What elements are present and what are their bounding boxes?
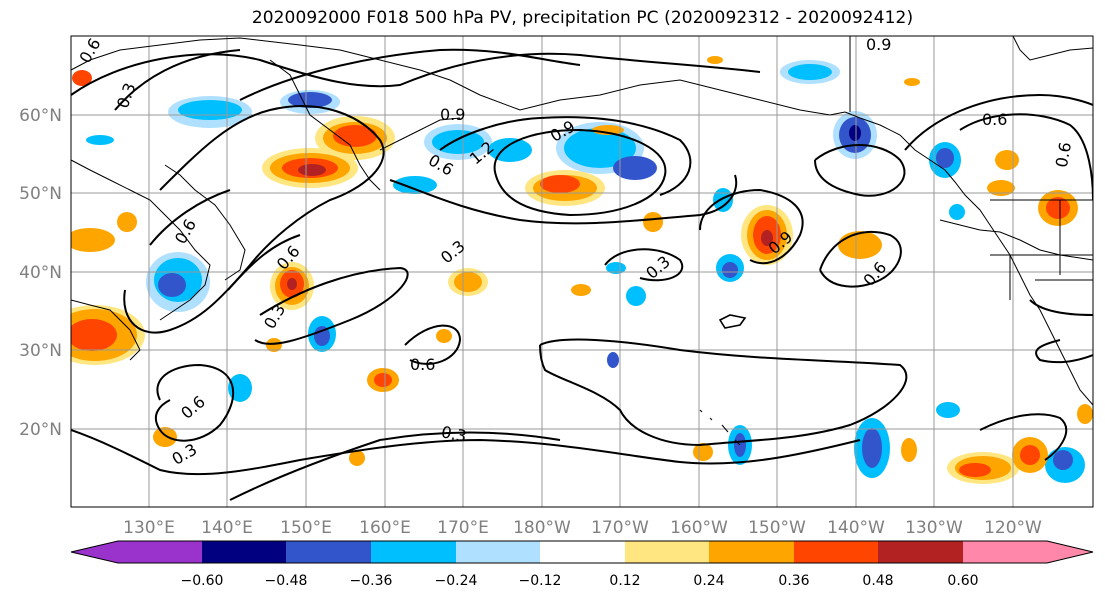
contour-label: 0.6 [982, 110, 1007, 129]
boundaries [849, 36, 1093, 300]
colorbar-segment [118, 541, 202, 563]
colorbar-extend-max [1047, 541, 1093, 563]
longitude-labels: 130°E 140°E 150°E 160°E 170°E 180°W 170°… [123, 518, 1042, 538]
lon-label: 170°E [437, 518, 489, 538]
lon-label: 130°E [123, 518, 175, 538]
colorbar-tick-label: 0.12 [609, 573, 640, 589]
colorbar-segment [202, 541, 287, 563]
contour-label: 0.6 [410, 355, 435, 374]
colorbar-tick-label: 0.48 [862, 573, 893, 589]
lon-label: 170°W [591, 518, 649, 538]
lat-label: 20°N [19, 420, 62, 440]
colorbar-segment [709, 541, 795, 563]
colorbar-tick-label: −0.24 [435, 573, 478, 589]
chart-title: 2020092000 F018 500 hPa PV, precipitatio… [251, 8, 914, 28]
colorbar-labels: −0.60 −0.48 −0.36 −0.24 −0.12 0.12 0.24 … [181, 573, 979, 589]
colorbar-tick-label: 0.36 [778, 573, 809, 589]
colorbar-segment [286, 541, 372, 563]
lat-label: 60°N [19, 106, 62, 126]
colorbar-tick-label: −0.12 [519, 573, 562, 589]
lon-label: 150°E [280, 518, 332, 538]
lon-label: 150°W [748, 518, 806, 538]
pv-contours [71, 48, 1093, 501]
colorbar-segment [625, 541, 710, 563]
colorbar-segment [878, 541, 964, 563]
lon-label: 130°W [905, 518, 963, 538]
colorbar-tick-label: −0.36 [350, 573, 393, 589]
lon-label: 140°E [201, 518, 253, 538]
colorbar-segment [371, 541, 457, 563]
colorbar-tick-label: −0.60 [181, 573, 224, 589]
colorbar-tick-label: 0.60 [947, 573, 978, 589]
colorbar-segment [540, 541, 626, 563]
colorbar-segment [794, 541, 879, 563]
colorbar-extend-min [71, 541, 118, 563]
colorbar-tick-label: 0.24 [693, 573, 724, 589]
contour-label: 0.9 [440, 105, 465, 124]
colorbar-segment [456, 541, 541, 563]
lat-label: 50°N [19, 184, 62, 204]
lon-label: 120°W [984, 518, 1042, 538]
colorbar-tick-label: −0.48 [265, 573, 308, 589]
contour-label: 0.6 [1052, 141, 1075, 169]
colorbar [70, 540, 1094, 564]
lon-label: 160°W [670, 518, 728, 538]
contour-label: 0.9 [866, 35, 891, 54]
precipitation-shading [71, 56, 1093, 484]
contour-label: 0.3 [439, 422, 468, 446]
map-frame [70, 35, 1094, 508]
lon-label: 140°W [827, 518, 885, 538]
lat-label: 40°N [19, 263, 62, 283]
graticule [71, 36, 1093, 507]
coastlines [71, 36, 1093, 446]
lon-label: 160°E [359, 518, 411, 538]
lon-label: 180°W [513, 518, 571, 538]
lat-label: 30°N [19, 341, 62, 361]
colorbar-outline [70, 540, 1094, 564]
colorbar-segment [963, 541, 1048, 563]
latitude-labels: 60°N 50°N 40°N 30°N 20°N [19, 106, 62, 440]
